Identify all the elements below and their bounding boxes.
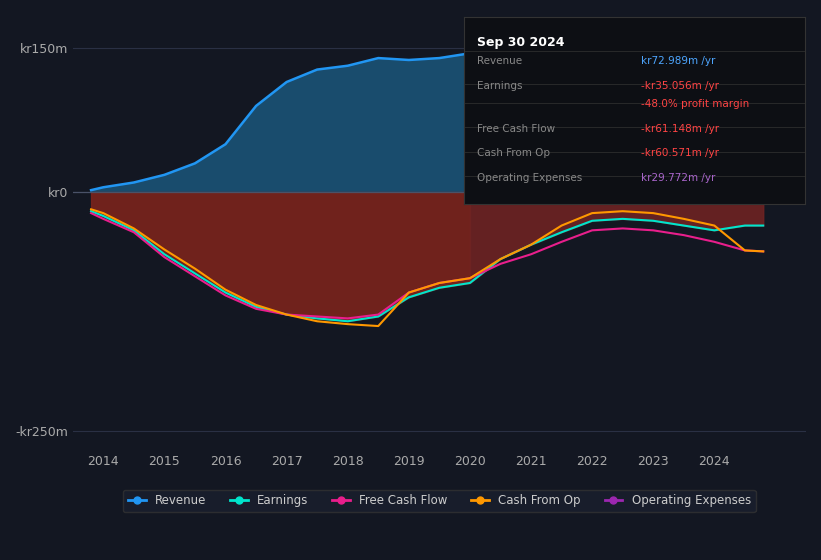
Text: kr29.772m /yr: kr29.772m /yr	[641, 172, 715, 183]
Text: Earnings: Earnings	[478, 81, 523, 91]
Text: kr72.989m /yr: kr72.989m /yr	[641, 56, 715, 66]
Text: Cash From Op: Cash From Op	[478, 148, 551, 158]
Text: Operating Expenses: Operating Expenses	[478, 172, 583, 183]
Legend: Revenue, Earnings, Free Cash Flow, Cash From Op, Operating Expenses: Revenue, Earnings, Free Cash Flow, Cash …	[123, 489, 755, 512]
Text: Revenue: Revenue	[478, 56, 523, 66]
Text: -kr60.571m /yr: -kr60.571m /yr	[641, 148, 719, 158]
Text: -48.0% profit margin: -48.0% profit margin	[641, 99, 750, 109]
Text: Free Cash Flow: Free Cash Flow	[478, 124, 556, 134]
Text: -kr61.148m /yr: -kr61.148m /yr	[641, 124, 719, 134]
Text: Sep 30 2024: Sep 30 2024	[478, 36, 565, 49]
Text: -kr35.056m /yr: -kr35.056m /yr	[641, 81, 719, 91]
